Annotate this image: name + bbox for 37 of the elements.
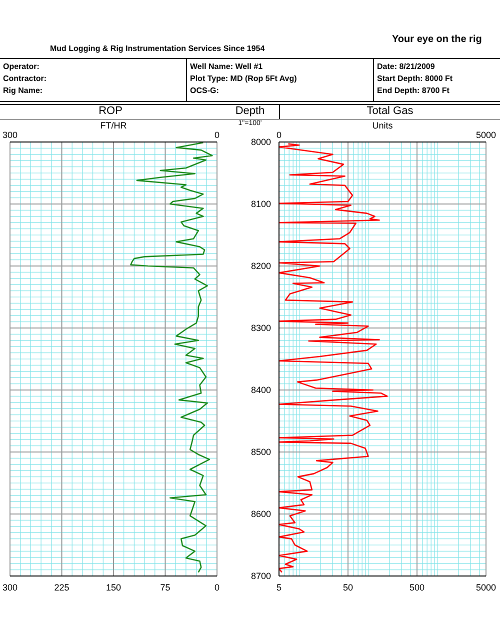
x-tick-label: 150	[106, 582, 122, 592]
y-tick-label: 8500	[250, 447, 271, 458]
text: Operator:	[3, 61, 40, 73]
x2-tick-label: 0	[276, 130, 282, 140]
y-tick-label: 8400	[250, 385, 271, 396]
text: Plot Type: MD (Rop 5Ft Avg)	[190, 73, 298, 85]
text: Mud Logging & Rig Instrumentation Services Since 1954	[50, 44, 265, 53]
text: Well Name: Well #1	[190, 61, 264, 73]
y-axis-title: Depth	[221, 105, 280, 119]
x2-axis-title: Units	[372, 120, 394, 130]
text: OCS-G:	[190, 85, 220, 97]
text: Rig Name:	[3, 85, 44, 97]
y-tick-label: 8000	[250, 137, 271, 148]
x-tick-label: 500	[409, 582, 425, 592]
x-tick-label: 5000	[476, 582, 496, 592]
x2-tick-label: 0	[214, 130, 220, 140]
text: Date: 8/21/2009	[377, 61, 436, 73]
x-tick-label: 5	[276, 582, 282, 592]
x2-tick-label: 300	[2, 130, 18, 140]
y-tick-label: 8700	[250, 571, 271, 582]
x-tick-label: 225	[54, 582, 70, 592]
text: Your eye on the rig	[392, 34, 482, 45]
x-tick-label: 0	[214, 582, 220, 592]
x-tick-label: 75	[160, 582, 170, 592]
x2-axis-title: FT/HR	[100, 120, 128, 130]
y-tick-label: 8200	[250, 261, 271, 272]
chart-title: Total Gas	[366, 105, 414, 119]
chart-title: ROP	[0, 105, 221, 119]
x-tick-label: 50	[342, 582, 354, 592]
y-tick-label: 8300	[250, 323, 271, 334]
y-tick-label: 8600	[250, 509, 271, 520]
text: End Depth: 8700 Ft	[377, 85, 450, 97]
x-tick-label: 300	[2, 582, 18, 592]
x2-tick-label: 5000	[476, 130, 496, 140]
text: Start Depth: 8000 Ft	[377, 73, 454, 85]
text: Contractor:	[3, 73, 48, 85]
y-tick-label: 8100	[250, 199, 271, 210]
